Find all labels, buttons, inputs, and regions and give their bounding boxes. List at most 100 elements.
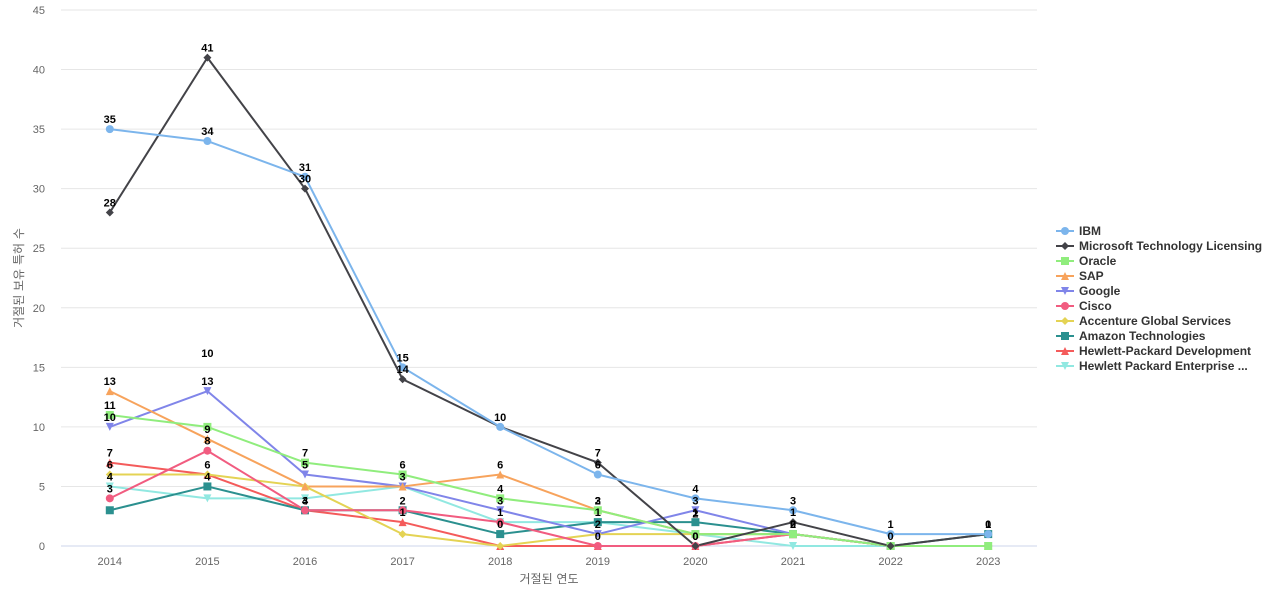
data-label: 30 — [299, 174, 311, 186]
x-tick-label: 2015 — [195, 556, 219, 568]
data-point-cisco[interactable] — [593, 542, 602, 550]
legend-item-google[interactable]: Google — [1056, 283, 1262, 298]
series-line-microsoft-technology-licensing — [108, 56, 989, 547]
data-point-cisco[interactable] — [203, 446, 212, 455]
y-tick-label: 25 — [33, 243, 45, 255]
data-point-oracle[interactable] — [496, 494, 505, 503]
data-label: 14 — [396, 364, 409, 376]
data-point-amazon-technologies[interactable] — [105, 506, 114, 515]
data-label: 4 — [107, 471, 114, 483]
data-point-ibm[interactable] — [105, 125, 114, 134]
data-point-hewlett-packard-development[interactable] — [105, 458, 114, 467]
data-point-sap[interactable] — [301, 482, 309, 491]
legend-symbol-icon — [1056, 331, 1074, 340]
data-point-ibm[interactable] — [593, 470, 602, 479]
data-label: 1 — [888, 519, 894, 531]
data-label: 41 — [201, 43, 213, 55]
data-point-sap[interactable] — [105, 387, 114, 396]
data-label: 0 — [595, 531, 601, 543]
data-point-oracle[interactable] — [203, 422, 212, 431]
data-point-hewlett-packard-enterprise[interactable] — [203, 494, 212, 503]
legend-item-microsoft-technology-licensing[interactable]: Microsoft Technology Licensing — [1056, 238, 1262, 253]
data-point-sap[interactable] — [398, 482, 407, 491]
data-point-google[interactable] — [593, 530, 602, 539]
data-point-cisco[interactable] — [496, 518, 505, 527]
data-label: 0 — [985, 519, 991, 531]
data-point-oracle[interactable] — [789, 530, 797, 539]
y-tick-label: 45 — [33, 5, 45, 17]
data-point-oracle[interactable] — [105, 410, 114, 419]
legend-item-sap[interactable]: SAP — [1056, 268, 1262, 283]
data-point-ibm[interactable] — [984, 530, 993, 539]
data-point-oracle[interactable] — [593, 506, 602, 515]
data-label: 2 — [400, 495, 406, 507]
data-point-oracle[interactable] — [984, 542, 993, 550]
data-point-microsoft-technology-licensing[interactable] — [105, 208, 114, 217]
data-point-microsoft-technology-licensing[interactable] — [593, 458, 602, 467]
data-point-microsoft-technology-licensing[interactable] — [301, 184, 309, 193]
data-label: 6 — [497, 460, 503, 472]
data-point-oracle[interactable] — [301, 458, 309, 467]
data-point-ibm[interactable] — [203, 137, 212, 146]
data-point-accenture-global-services[interactable] — [105, 470, 114, 479]
data-label: 1 — [692, 507, 698, 519]
data-point-cisco[interactable] — [105, 494, 114, 503]
y-tick-label: 5 — [39, 481, 45, 493]
legend-item-hewlett-packard-enterprise[interactable]: Hewlett Packard Enterprise ... — [1056, 358, 1262, 373]
data-point-accenture-global-services[interactable] — [398, 530, 407, 539]
legend-item-amazon-technologies[interactable]: Amazon Technologies — [1056, 328, 1262, 343]
data-point-google[interactable] — [496, 506, 505, 515]
data-label: 1 — [400, 507, 406, 519]
y-tick-label: 0 — [39, 541, 45, 553]
data-label: 5 — [302, 460, 308, 472]
data-point-ibm[interactable] — [886, 530, 895, 539]
data-point-ibm[interactable] — [398, 363, 407, 372]
data-point-google[interactable] — [691, 506, 700, 515]
data-label: 2 — [595, 519, 601, 531]
data-point-sap[interactable] — [203, 434, 212, 443]
data-point-microsoft-technology-licensing[interactable] — [203, 53, 212, 62]
data-label: 4 — [302, 495, 309, 507]
data-point-microsoft-technology-licensing[interactable] — [691, 542, 700, 550]
data-point-amazon-technologies[interactable] — [496, 530, 505, 539]
data-point-google[interactable] — [301, 470, 309, 479]
data-label: 31 — [299, 162, 311, 174]
data-point-hewlett-packard-development[interactable] — [398, 518, 407, 527]
data-point-amazon-technologies[interactable] — [203, 482, 212, 491]
data-point-microsoft-technology-licensing[interactable] — [789, 518, 797, 527]
data-point-ibm[interactable] — [789, 506, 797, 515]
data-point-hewlett-packard-enterprise[interactable] — [789, 542, 797, 550]
data-point-sap[interactable] — [496, 470, 505, 479]
data-point-cisco[interactable] — [398, 506, 407, 515]
data-point-ibm[interactable] — [691, 494, 700, 503]
legend-item-ibm[interactable]: IBM — [1056, 223, 1262, 238]
data-point-ibm[interactable] — [301, 172, 309, 181]
legend-item-oracle[interactable]: Oracle — [1056, 253, 1262, 268]
y-tick-label: 15 — [33, 362, 45, 374]
y-tick-label: 30 — [33, 184, 45, 196]
data-point-microsoft-technology-licensing[interactable] — [886, 542, 895, 550]
data-point-hewlett-packard-enterprise[interactable] — [301, 494, 309, 503]
data-point-accenture-global-services[interactable] — [203, 470, 212, 479]
data-point-amazon-technologies[interactable] — [691, 518, 700, 527]
data-point-hewlett-packard-enterprise[interactable] — [105, 482, 114, 491]
data-point-google[interactable] — [105, 422, 114, 431]
data-label: 13 — [201, 376, 213, 388]
data-point-cisco[interactable] — [301, 506, 309, 515]
data-point-ibm[interactable] — [496, 422, 505, 431]
data-label: 6 — [595, 460, 601, 472]
data-point-oracle[interactable] — [691, 530, 700, 539]
data-label: 3 — [497, 495, 503, 507]
y-tick-label: 10 — [33, 422, 45, 434]
data-label: 0 — [692, 531, 698, 543]
data-point-accenture-global-services[interactable] — [496, 542, 505, 550]
x-tick-label: 2017 — [390, 556, 414, 568]
data-point-microsoft-technology-licensing[interactable] — [398, 375, 407, 384]
data-point-amazon-technologies[interactable] — [593, 518, 602, 527]
data-point-google[interactable] — [203, 387, 212, 396]
legend-item-cisco[interactable]: Cisco — [1056, 298, 1262, 313]
legend-item-hewlett-packard-development[interactable]: Hewlett-Packard Development — [1056, 343, 1262, 358]
x-axis-ticks: 2014 2015 2016 2017 2018 2019 2020 2021 2022 2023 — [98, 556, 1001, 568]
legend-item-accenture-global-services[interactable]: Accenture Global Services — [1056, 313, 1262, 328]
data-point-oracle[interactable] — [398, 470, 407, 479]
